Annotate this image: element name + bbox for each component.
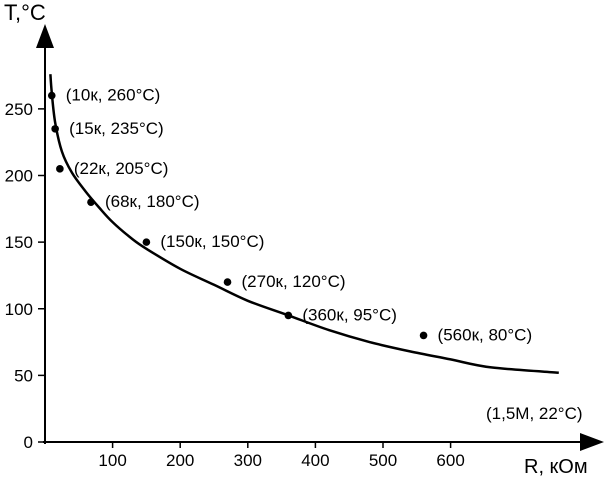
data-point <box>223 278 232 286</box>
data-point <box>419 331 428 340</box>
trend-curve <box>49 74 559 374</box>
data-label: (10к, 260°С) <box>66 86 161 105</box>
y-axis-arrow <box>36 24 54 48</box>
data-point <box>87 198 95 206</box>
x-tick-label: 300 <box>234 451 262 470</box>
data-point <box>47 91 56 100</box>
data-label: (68к, 180°С) <box>105 192 200 211</box>
x-axis-label: R, кОм <box>524 456 588 478</box>
x-tick-label: 500 <box>369 451 397 470</box>
y-tick-label: 200 <box>5 167 33 186</box>
data-label: (22к, 205°С) <box>74 159 169 178</box>
x-tick-label: 200 <box>166 451 194 470</box>
x-axis-arrow <box>580 433 604 451</box>
y-tick-label: 50 <box>14 366 33 385</box>
data-point <box>51 125 59 133</box>
data-point <box>56 165 64 173</box>
data-label: (150к, 150°С) <box>160 232 264 251</box>
data-point <box>284 311 293 320</box>
data-label: (15к, 235°С) <box>69 119 164 138</box>
annotation-1-5m: (1,5М, 22°С) <box>486 404 583 423</box>
x-tick-label: 600 <box>436 451 464 470</box>
y-tick-label: 0 <box>24 433 33 452</box>
data-point <box>142 238 151 246</box>
y-tick-label: 250 <box>5 100 33 119</box>
x-tick-label: 400 <box>301 451 329 470</box>
y-tick-label: 150 <box>5 233 33 252</box>
x-tick-label: 100 <box>98 451 126 470</box>
data-label: (360к, 95°С) <box>302 305 397 324</box>
x-ticks: 100 200 300 400 500 600 <box>98 442 465 470</box>
y-axis-label: T,°C <box>4 0 46 25</box>
y-ticks: 0 50 100 150 200 250 <box>5 100 45 452</box>
data-points: (10к, 260°С) (15к, 235°С) (22к, 205°С) (68к… <box>47 86 533 344</box>
y-tick-label: 100 <box>5 300 33 319</box>
data-label: (270к, 120°С) <box>242 272 346 291</box>
data-label: (560к, 80°С) <box>438 325 533 344</box>
